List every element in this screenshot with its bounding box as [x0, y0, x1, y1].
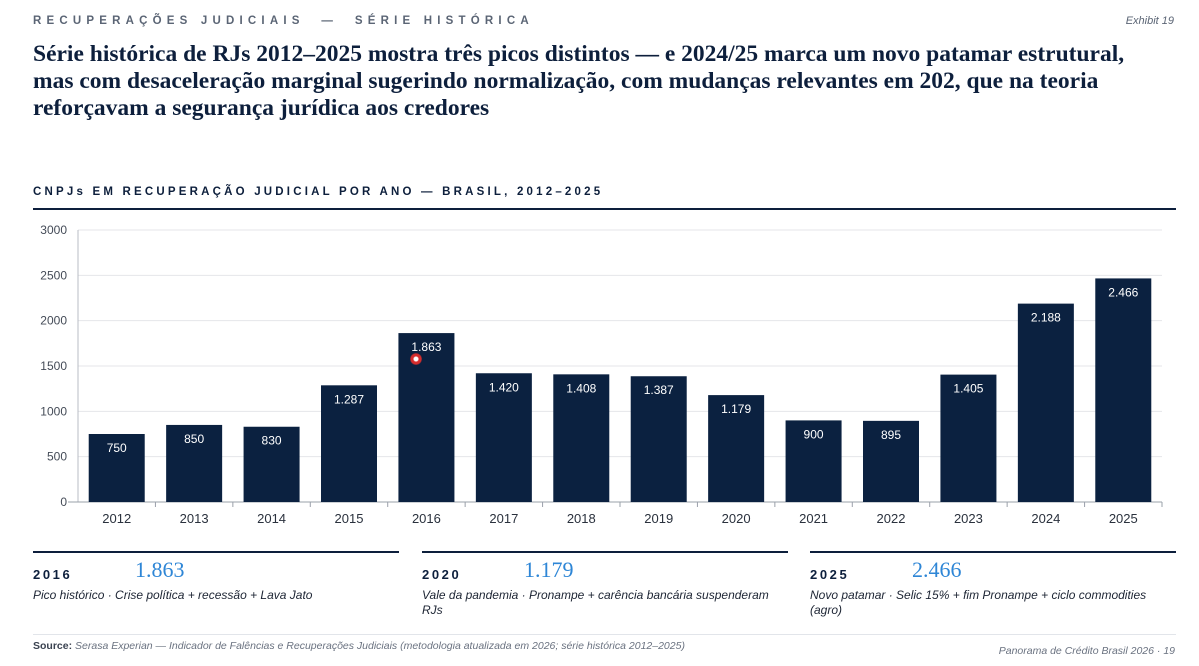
- kpi-card-2020: 2020 1.179 Vale da pandemia · Pronampe +…: [422, 551, 788, 617]
- bar-value-label: 750: [107, 441, 127, 455]
- bar: [863, 420, 919, 502]
- y-tick-label: 500: [47, 450, 67, 464]
- bar-value-label: 1.408: [566, 381, 596, 395]
- kpi-year: 2025: [810, 567, 850, 582]
- source-label: Source:: [33, 640, 73, 652]
- bar: [708, 395, 765, 502]
- page-headline: Série histórica de RJs 2012–2025 mostra …: [33, 41, 1125, 121]
- x-tick-label: 2013: [180, 511, 209, 526]
- bar: [475, 373, 532, 502]
- bar-value-label: 895: [881, 428, 901, 442]
- x-tick-label: 2024: [1031, 511, 1060, 526]
- bar-value-label: 2.188: [1031, 311, 1061, 325]
- x-tick-label: 2019: [644, 511, 673, 526]
- x-tick-label: 2023: [954, 511, 983, 526]
- bar: [166, 424, 223, 502]
- x-tick-label: 2016: [412, 511, 441, 526]
- kpi-value: 1.179: [524, 557, 574, 582]
- bar: [553, 374, 610, 502]
- x-tick-label: 2015: [335, 511, 364, 526]
- x-tick-label: 2018: [567, 511, 596, 526]
- x-tick-label: 2021: [799, 511, 828, 526]
- kpi-rule: [33, 551, 399, 553]
- bar: [398, 333, 455, 502]
- chart-title: CNPJs EM RECUPERAÇÃO JUDICIAL POR ANO — …: [33, 186, 604, 198]
- kpi-rule: [810, 551, 1176, 553]
- bar: [321, 385, 377, 502]
- kpi-value: 1.863: [135, 557, 185, 582]
- bar: [243, 426, 300, 502]
- y-tick-label: 2000: [40, 314, 67, 328]
- bar-chart: 0 500 1000 1500 2000 2500 3000 750 2012 850 2013 83…: [40, 223, 1163, 526]
- y-tick-label: 1500: [40, 359, 67, 373]
- x-tick-label: 2022: [877, 511, 906, 526]
- kpi-description: Pico histórico · Crise política + recess…: [33, 588, 313, 602]
- bar-value-label: 850: [184, 432, 204, 446]
- x-tick-label: 2025: [1109, 511, 1138, 526]
- page-footer: Panorama de Crédito Brasil 2026 · 19: [998, 645, 1175, 657]
- y-tick-label: 3000: [40, 223, 67, 237]
- x-tick-label: 2014: [257, 511, 286, 526]
- exhibit-label: Exhibit 19: [1125, 15, 1174, 27]
- bar-value-label: 1.179: [721, 402, 751, 416]
- bar-value-label: 2.466: [1108, 285, 1138, 299]
- source-note: Source: Serasa Experian — Indicador de F…: [33, 640, 685, 652]
- y-tick-label: 2500: [40, 268, 67, 282]
- source-text: Serasa Experian — Indicador de Falências…: [72, 640, 685, 652]
- x-tick-label: 2012: [102, 511, 131, 526]
- bar: [88, 434, 145, 502]
- kpi-description: Vale da pandemia · Pronampe + carência b…: [422, 588, 769, 617]
- kpi-year: 2016: [33, 567, 73, 582]
- bar-value-label: 900: [804, 427, 824, 441]
- x-tick-label: 2017: [489, 511, 518, 526]
- kpi-year: 2020: [422, 567, 462, 582]
- footer-rule: [33, 634, 1176, 635]
- bar: [1095, 278, 1152, 502]
- bar-value-label: 1.420: [489, 380, 519, 394]
- chart-title-rule: [33, 208, 1176, 210]
- bar: [1017, 303, 1074, 502]
- kpi-card-2025: 2025 2.466 Novo patamar · Selic 15% + fi…: [810, 551, 1176, 617]
- bar-value-label: 830: [262, 434, 282, 448]
- bar: [630, 376, 687, 502]
- kpi-description: Novo patamar · Selic 15% + fim Pronampe …: [810, 588, 1147, 617]
- kpi-card-2016: 2016 1.863 Pico histórico · Crise políti…: [33, 551, 399, 602]
- section-eyebrow: RECUPERAÇÕES JUDICIAIS — SÉRIE HISTÓRICA: [33, 15, 534, 27]
- bar-value-label: 1.863: [411, 340, 441, 354]
- y-tick-label: 0: [60, 495, 67, 509]
- bar-value-label: 1.405: [953, 382, 983, 396]
- kpi-rule: [422, 551, 788, 553]
- bar-value-label: 1.287: [334, 392, 364, 406]
- bar: [785, 420, 842, 502]
- cursor-marker: [410, 353, 422, 365]
- kpi-value: 2.466: [912, 557, 962, 582]
- x-tick-label: 2020: [722, 511, 751, 526]
- y-tick-label: 1000: [40, 404, 67, 418]
- bar: [940, 374, 997, 502]
- bar-value-label: 1.387: [644, 383, 674, 397]
